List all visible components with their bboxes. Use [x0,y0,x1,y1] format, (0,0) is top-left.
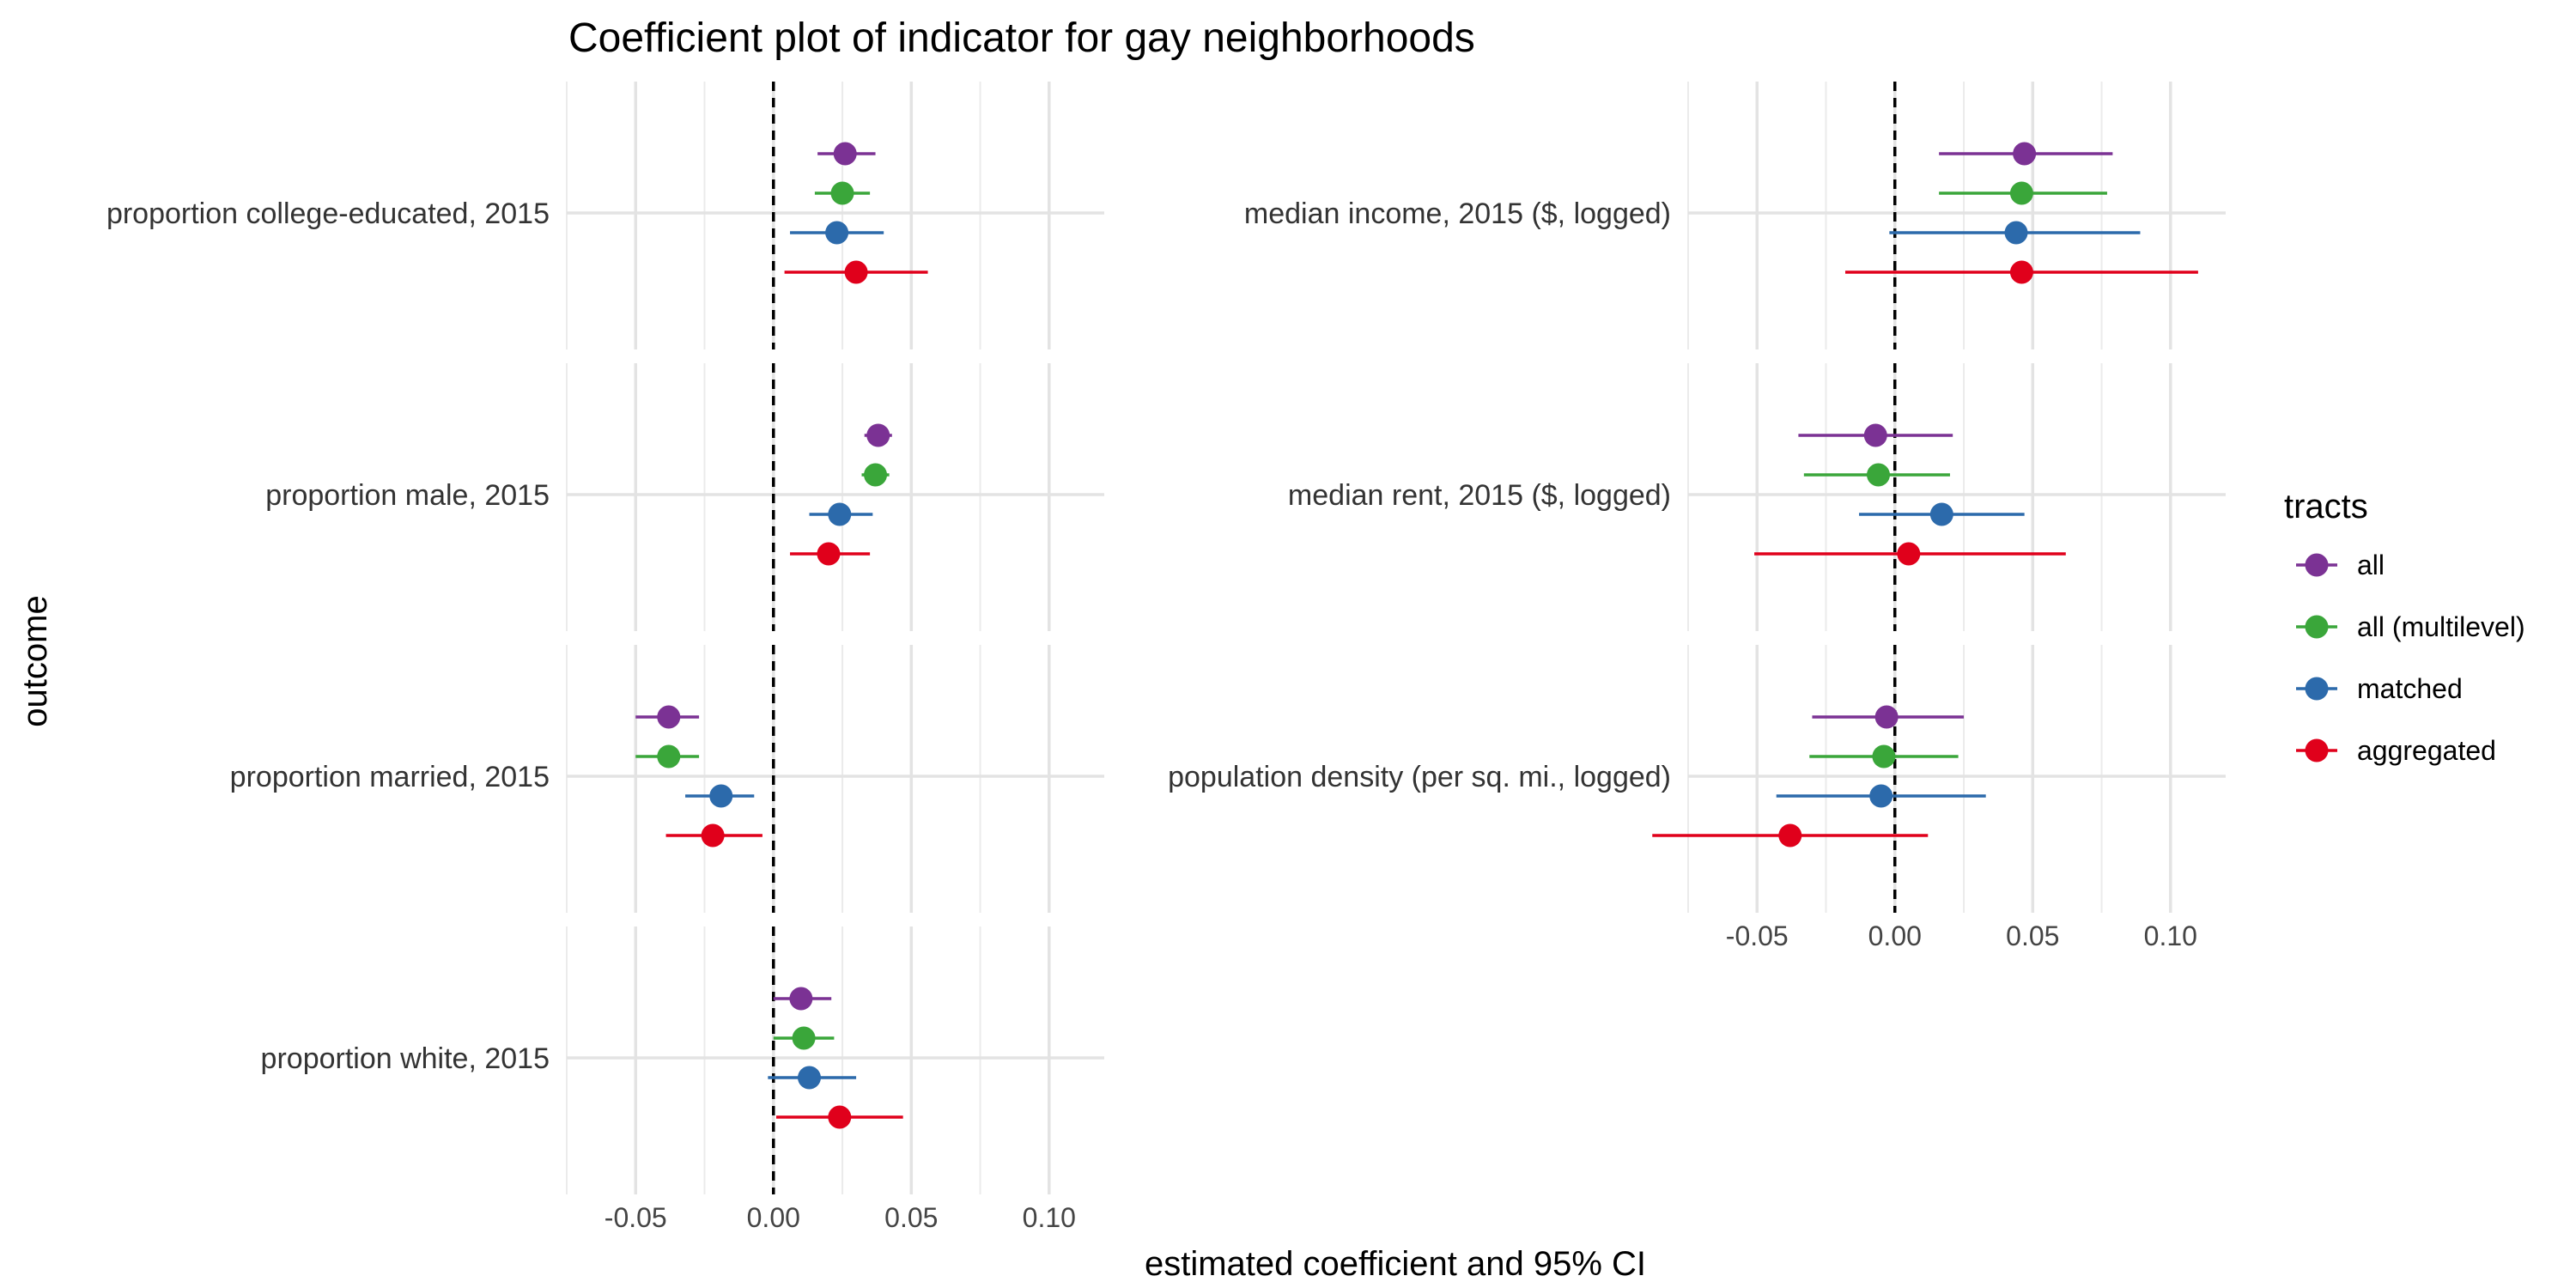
estimate-point [701,823,725,848]
facet-panel: proportion male, 2015 [265,363,1104,631]
x-tick-label: -0.05 [605,1202,667,1233]
legend-label: matched [2357,673,2463,704]
chart-title: Coefficient plot of indicator for gay ne… [568,15,1475,61]
estimate-point [1929,502,1953,526]
facet-label: proportion college-educated, 2015 [106,197,550,230]
x-tick-label: 0.10 [2144,920,2197,951]
facet-panel: proportion married, 2015 [230,645,1104,913]
facet-label: population density (per sq. mi., logged) [1168,761,1671,793]
estimate-point [709,784,733,808]
facet-label: median rent, 2015 ($, logged) [1288,479,1671,512]
estimate-point [828,502,852,526]
x-tick-label: 0.00 [747,1202,800,1233]
estimate-point [833,142,857,166]
estimate-point [792,1026,816,1050]
x-tick-label: -0.05 [1726,920,1789,951]
estimate-point [789,987,813,1011]
estimate-point [657,705,681,729]
facet-panel: proportion college-educated, 2015 [106,82,1104,349]
estimate-point [2009,181,2033,205]
estimate-point [864,463,888,487]
legend-label: all (multilevel) [2357,611,2525,642]
estimate-point [1874,705,1899,729]
estimate-point [866,423,890,447]
x-tick-label: 0.10 [1023,1202,1076,1233]
estimate-point [828,1105,852,1129]
estimate-point [2004,221,2028,245]
legend-items: all all (multilevel) matched aggregated [2296,550,2525,766]
estimate-point [2013,142,2037,166]
x-axis-title: estimated coefficient and 95% CI [1145,1245,1646,1283]
estimate-point [1897,542,1921,566]
x-axes: -0.05 0.00 0.05 0.10 -0.05 0.00 0.05 0.10 [605,920,2197,1233]
legend-item: all (multilevel) [2296,611,2525,642]
estimate-point [817,542,841,566]
estimate-point [825,221,849,245]
estimate-point [830,181,854,205]
facet-label: median income, 2015 ($, logged) [1244,197,1671,230]
legend-item: all [2296,550,2385,580]
x-tick-label: 0.00 [1868,920,1922,951]
estimate-point [844,260,868,284]
legend-title: tracts [2284,488,2368,526]
estimate-point [798,1066,822,1090]
facet-label: proportion white, 2015 [261,1042,550,1075]
legend-key-point [2305,738,2329,762]
facet-label: proportion married, 2015 [230,761,550,793]
facet-label: proportion male, 2015 [265,479,550,512]
facet-panel: population density (per sq. mi., logged) [1168,645,2226,913]
estimate-point [657,744,681,769]
x-tick-label: 0.05 [2006,920,2059,951]
facet-panel: median income, 2015 ($, logged) [1244,82,2226,349]
estimate-point [1872,744,1896,769]
estimate-point [1778,823,1802,848]
estimate-point [1863,423,1887,447]
legend-item: matched [2296,673,2463,704]
legend-key-point [2305,677,2329,701]
legend: tracts all all (multilevel) matched aggrega… [2284,488,2525,766]
legend-key-point [2305,615,2329,639]
estimate-point [1867,463,1891,487]
x-tick-label: 0.05 [884,1202,938,1233]
estimate-point [1869,784,1893,808]
legend-item: aggregated [2296,735,2496,766]
estimate-point [2009,260,2033,284]
y-axis-title: outcome [16,595,54,726]
legend-label: aggregated [2357,735,2496,766]
facet-panel: median rent, 2015 ($, logged) [1288,363,2226,631]
facet-panel: proportion white, 2015 [261,927,1104,1194]
legend-label: all [2357,550,2385,580]
facet-panels: proportion college-educated, 2015 proport… [106,82,2226,1194]
legend-key-point [2305,553,2329,577]
